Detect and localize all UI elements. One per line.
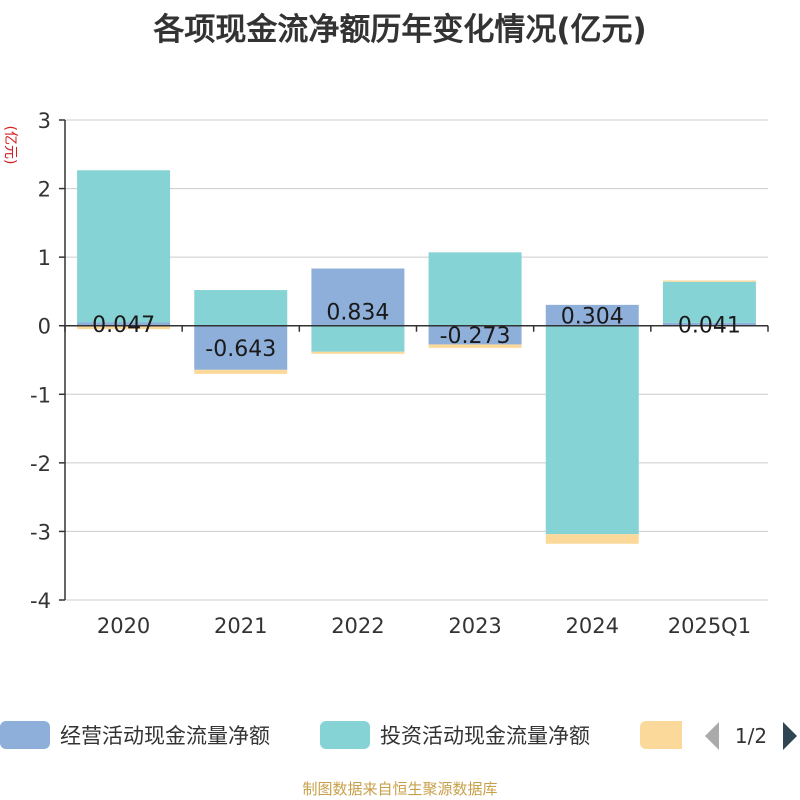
legend: 经营活动现金流量净额 投资活动现金流量净额 1/2	[0, 717, 800, 755]
data-label: 0.047	[92, 313, 155, 338]
legend-swatch-2	[320, 721, 370, 749]
axis-layer: 3 2 1 0 -1 -2 -3 -4 2020 2021 2022 2023 2024 2025Q1	[30, 109, 769, 638]
y-tick-label: 2	[38, 178, 51, 202]
bar-1-2025Q1	[662, 322, 756, 326]
legend-page-indicator: 1/2	[735, 724, 767, 748]
data-label: -0.643	[205, 337, 276, 362]
bar-1-2024	[545, 304, 639, 326]
bar-2-2021	[194, 290, 288, 326]
legend-prev-arrow-icon[interactable]	[705, 722, 719, 750]
y-axis-title: (亿元)	[2, 126, 18, 165]
data-label: 0.304	[561, 304, 624, 329]
legend-label-2: 投资活动现金流量净额	[380, 724, 590, 748]
y-tick-label: -1	[30, 383, 51, 407]
bar-2-2023	[428, 252, 522, 326]
bar-2-2024	[545, 325, 639, 535]
x-tick-label: 2022	[331, 614, 384, 638]
data-label: 0.834	[326, 301, 389, 326]
footer-source: 制图数据来自恒生聚源数据库	[302, 780, 498, 798]
y-tick-label: -3	[30, 520, 51, 544]
y-tick-label: -2	[30, 452, 51, 476]
bars-layer	[77, 170, 756, 544]
bar-2-2025Q1	[662, 281, 756, 323]
chart-title: 各项现金流净额历年变化情况(亿元)	[153, 12, 647, 48]
x-tick-label: 2021	[214, 614, 267, 638]
data-label: -0.273	[440, 324, 511, 349]
bar-1-2020	[77, 322, 171, 326]
x-tick-label: 2020	[97, 614, 150, 638]
bar-3-2025Q1	[662, 280, 756, 282]
bar-2-2022	[311, 325, 405, 352]
bar-3-2021	[194, 369, 288, 374]
x-tick-label: 2024	[566, 614, 619, 638]
x-tick-label: 2025Q1	[668, 614, 751, 638]
legend-swatch-3	[640, 721, 690, 749]
legend-mask	[682, 717, 800, 755]
y-tick-label: -4	[30, 589, 51, 613]
legend-swatch-1	[0, 721, 50, 749]
data-labels-layer: 0.047 -0.643 0.834 -0.273 0.304 0.041	[92, 301, 741, 362]
bar-1-2021	[194, 325, 288, 370]
x-tick-label: 2023	[448, 614, 501, 638]
bar-3-2023	[428, 344, 522, 348]
y-tick-label: 0	[38, 315, 51, 339]
legend-label-1: 经营活动现金流量净额	[60, 724, 270, 748]
grid-layer	[65, 119, 768, 601]
data-label: 0.041	[678, 313, 741, 338]
bar-3-2020	[77, 325, 171, 330]
bar-3-2022	[311, 351, 405, 354]
bar-2-2020	[77, 170, 171, 323]
legend-next-arrow-icon[interactable]	[783, 722, 797, 750]
bar-1-2023	[428, 325, 522, 345]
y-tick-label: 1	[38, 246, 51, 270]
bar-3-2024	[545, 534, 639, 544]
bar-1-2022	[311, 268, 405, 326]
y-tick-label: 3	[38, 109, 51, 133]
